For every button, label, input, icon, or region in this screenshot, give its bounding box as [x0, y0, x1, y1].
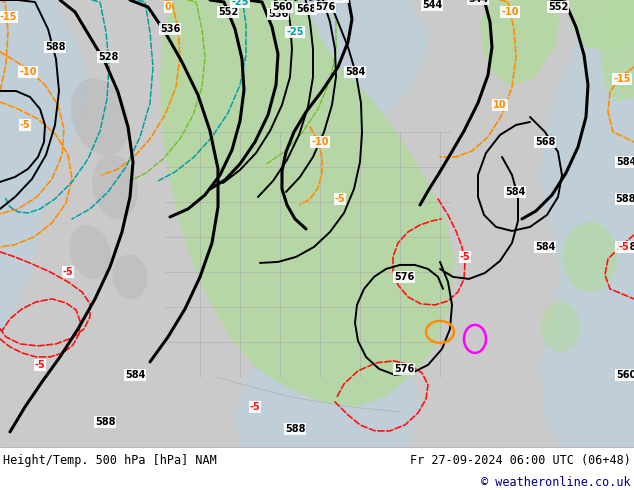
Polygon shape — [0, 0, 40, 347]
Polygon shape — [148, 337, 215, 447]
Text: -25: -25 — [231, 0, 249, 7]
Polygon shape — [0, 0, 90, 267]
Text: -10: -10 — [19, 67, 37, 77]
Text: 536: 536 — [160, 24, 180, 34]
Text: 584: 584 — [505, 187, 525, 197]
Text: 568: 568 — [535, 137, 555, 147]
Ellipse shape — [69, 225, 110, 279]
Text: 584: 584 — [616, 157, 634, 167]
Text: Fr 27-09-2024 06:00 UTC (06+48): Fr 27-09-2024 06:00 UTC (06+48) — [410, 454, 631, 467]
Text: -10: -10 — [311, 137, 329, 147]
Polygon shape — [300, 0, 430, 127]
Polygon shape — [160, 0, 455, 407]
Text: 568: 568 — [616, 242, 634, 252]
Text: -5: -5 — [35, 360, 46, 370]
Polygon shape — [600, 0, 634, 102]
Text: -5: -5 — [335, 194, 346, 204]
Text: -5: -5 — [63, 267, 74, 277]
Text: 584: 584 — [345, 67, 365, 77]
Ellipse shape — [540, 302, 580, 352]
Polygon shape — [235, 322, 420, 447]
Ellipse shape — [92, 155, 138, 219]
Text: 536: 536 — [268, 9, 288, 19]
Text: 560: 560 — [272, 2, 292, 12]
Text: 544: 544 — [422, 0, 442, 10]
Text: -15: -15 — [0, 12, 16, 22]
Text: 576: 576 — [315, 2, 335, 12]
Text: 544: 544 — [328, 0, 348, 2]
Text: 588: 588 — [94, 417, 115, 427]
Text: -25: -25 — [286, 27, 304, 37]
Ellipse shape — [71, 78, 129, 156]
Text: 10: 10 — [493, 100, 507, 110]
Text: 552: 552 — [548, 2, 568, 12]
Polygon shape — [280, 0, 320, 57]
Text: 552: 552 — [218, 7, 238, 17]
Text: -10: -10 — [501, 7, 519, 17]
Text: 576: 576 — [394, 272, 414, 282]
Text: -15: -15 — [613, 74, 631, 84]
Polygon shape — [330, 0, 405, 82]
Text: 528: 528 — [98, 52, 118, 62]
Text: 588: 588 — [616, 194, 634, 204]
Ellipse shape — [112, 254, 148, 299]
Text: 0: 0 — [165, 2, 171, 12]
Text: 588: 588 — [45, 42, 65, 52]
Text: 560: 560 — [616, 370, 634, 380]
Text: -5: -5 — [250, 402, 261, 412]
Text: 576: 576 — [394, 364, 414, 374]
Text: 584: 584 — [125, 370, 145, 380]
Text: -5: -5 — [460, 252, 470, 262]
Polygon shape — [540, 0, 634, 447]
Polygon shape — [480, 0, 560, 87]
Polygon shape — [570, 0, 634, 52]
Text: 588: 588 — [285, 424, 305, 434]
Text: 568: 568 — [296, 4, 316, 14]
Text: -5: -5 — [20, 120, 30, 130]
Text: Height/Temp. 500 hPa [hPa] NAM: Height/Temp. 500 hPa [hPa] NAM — [3, 454, 217, 467]
Text: 544: 544 — [468, 0, 488, 4]
Ellipse shape — [562, 222, 618, 292]
Text: -5: -5 — [619, 242, 630, 252]
Text: © weatheronline.co.uk: © weatheronline.co.uk — [481, 476, 631, 489]
Text: 584: 584 — [535, 242, 555, 252]
